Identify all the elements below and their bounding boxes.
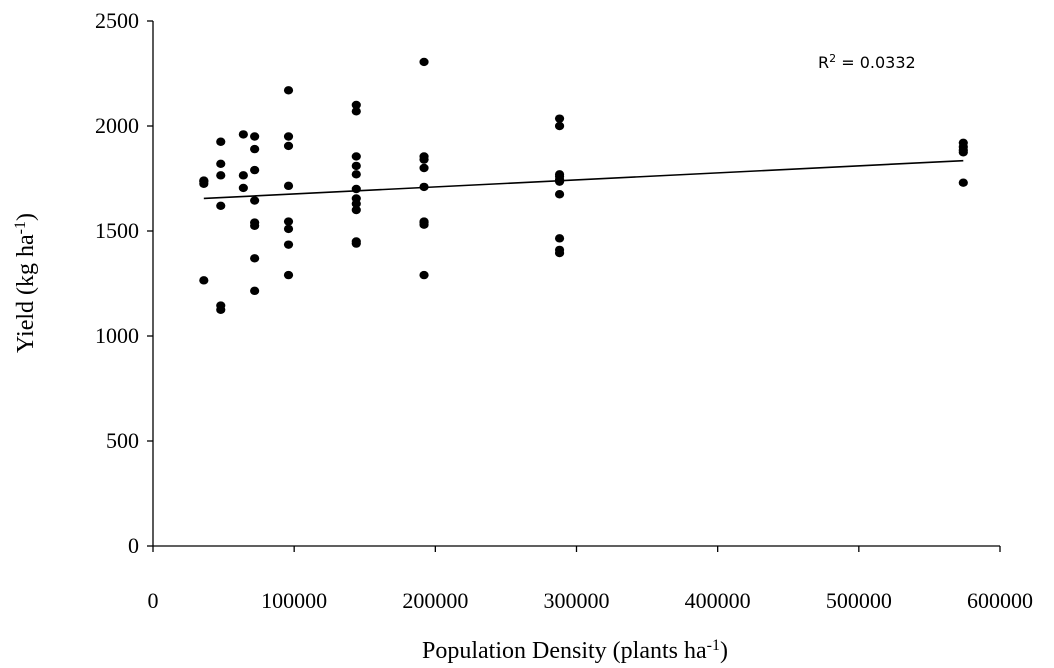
data-point-13 <box>250 132 260 141</box>
data-point-48 <box>419 270 429 280</box>
x-tick-label-6: 600000 <box>967 588 1033 613</box>
y-axis-title-main: Yield (kg ha <box>13 234 39 353</box>
data-point-62 <box>958 148 968 157</box>
data-point-63 <box>958 178 968 187</box>
data-point-6 <box>216 171 226 180</box>
y-axis-title-sup: -1 <box>12 221 29 234</box>
x-tick-label-4: 400000 <box>685 588 751 613</box>
r-squared-value: = 0.0332 <box>836 53 916 72</box>
data-point-10 <box>238 130 248 139</box>
data-point-49 <box>554 114 565 123</box>
r-squared-annotation: R2 = 0.0332 <box>818 52 916 73</box>
data-point-2 <box>199 177 209 186</box>
data-point-36 <box>351 199 361 208</box>
y-axis-title-end: ) <box>13 213 39 221</box>
data-point-3 <box>199 276 209 285</box>
data-point-30 <box>351 107 361 116</box>
data-point-33 <box>351 170 361 179</box>
data-point-56 <box>554 234 565 243</box>
data-points <box>199 57 968 314</box>
r-squared-sup: 2 <box>829 52 836 65</box>
data-point-21 <box>283 86 294 95</box>
y-tick-label-4: 2000 <box>95 113 139 138</box>
data-point-4 <box>216 137 226 146</box>
data-point-29 <box>351 100 361 110</box>
data-point-40 <box>419 57 429 67</box>
data-point-37 <box>351 205 361 215</box>
data-point-16 <box>250 196 260 205</box>
data-point-20 <box>250 286 260 296</box>
axes <box>152 21 1000 547</box>
data-point-22 <box>283 132 294 141</box>
y-tick-label-5: 2500 <box>95 8 139 33</box>
data-point-12 <box>238 183 248 193</box>
data-point-50 <box>554 121 565 131</box>
data-point-39 <box>351 239 361 248</box>
trendline-group <box>203 159 964 200</box>
x-tick-label-3: 300000 <box>544 588 610 613</box>
data-point-32 <box>351 161 361 171</box>
data-point-18 <box>250 221 260 230</box>
data-point-14 <box>250 144 260 154</box>
data-point-47 <box>419 220 429 229</box>
data-point-58 <box>554 248 565 258</box>
r-squared-r: R <box>818 53 829 72</box>
x-axis-title-end: ) <box>720 638 728 664</box>
data-point-42 <box>419 155 429 164</box>
data-point-5 <box>216 159 226 168</box>
y-tick-label-3: 1500 <box>95 218 139 243</box>
x-axis-title-main: Population Density (plants ha <box>422 638 707 664</box>
data-point-26 <box>283 224 294 234</box>
x-tick-label-0: 0 <box>148 588 159 613</box>
tick-labels: 0 500 1000 1500 2000 2500 0 100000 200000 300000 4… <box>95 8 1033 613</box>
data-point-55 <box>554 190 565 199</box>
ticks <box>147 20 1001 552</box>
data-point-9 <box>216 305 226 314</box>
data-point-34 <box>351 184 361 194</box>
data-point-27 <box>283 240 294 249</box>
y-tick-label-1: 500 <box>106 428 139 453</box>
x-tick-label-5: 500000 <box>826 588 892 613</box>
data-point-43 <box>419 163 429 173</box>
data-point-11 <box>238 171 248 180</box>
y-axis-title: Yield (kg ha-1) <box>12 213 40 353</box>
data-point-7 <box>216 201 226 210</box>
x-axis-title: Population Density (plants ha-1) <box>422 637 728 665</box>
data-point-25 <box>283 217 294 226</box>
y-tick-label-0: 0 <box>128 533 139 558</box>
data-point-24 <box>283 181 294 191</box>
data-point-28 <box>283 270 294 280</box>
data-point-31 <box>351 152 361 161</box>
x-tick-label-1: 100000 <box>261 588 327 613</box>
trendline <box>203 159 964 200</box>
y-tick-label-2: 1000 <box>95 323 139 348</box>
x-tick-label-2: 200000 <box>402 588 468 613</box>
data-point-19 <box>250 254 260 263</box>
data-point-54 <box>554 177 565 186</box>
data-point-15 <box>250 165 260 175</box>
data-point-23 <box>283 141 294 151</box>
x-axis-title-sup: -1 <box>707 637 720 654</box>
